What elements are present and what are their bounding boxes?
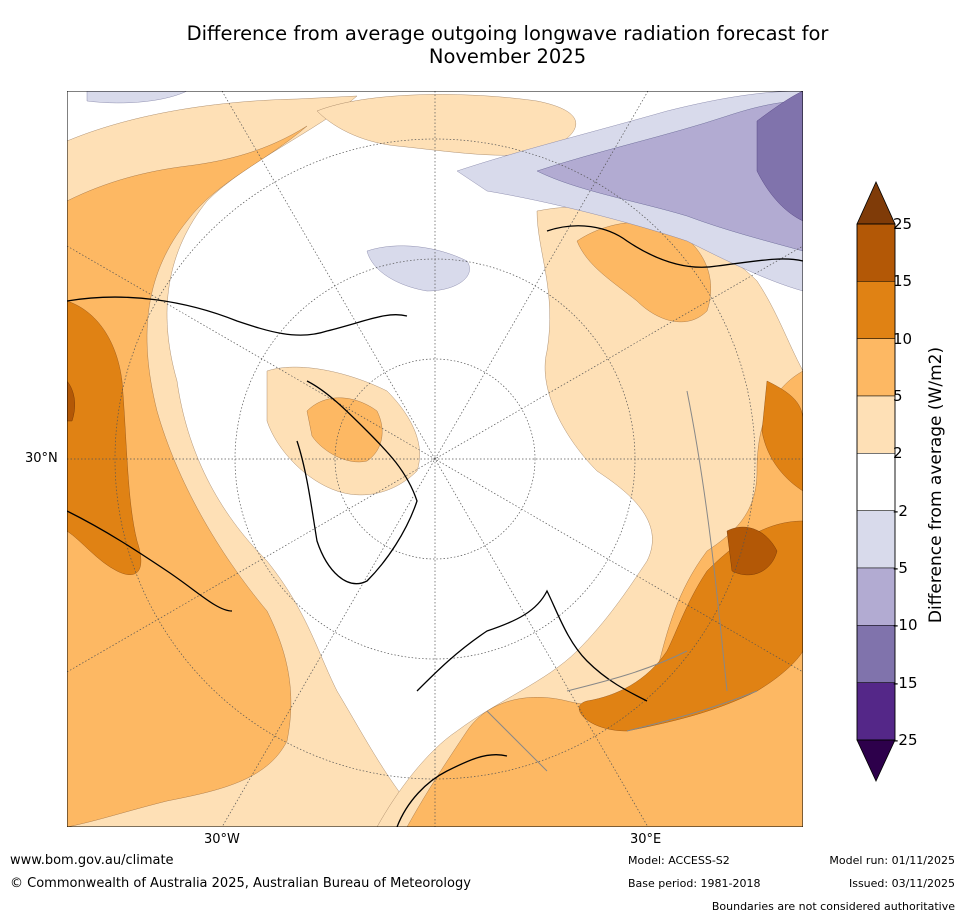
- coastlines: [67, 225, 803, 827]
- colorbar-segment: [856, 223, 896, 282]
- colorbar-segment: [856, 567, 896, 626]
- political-boundaries: [486, 390, 758, 772]
- colorbar-segment: [856, 395, 896, 454]
- olr-anomaly-map: [67, 91, 803, 827]
- colorbar-tick-label: -2: [893, 501, 908, 520]
- anomaly-contour-5-10-pacific: [67, 125, 308, 827]
- lat-label-30n: 30°N: [25, 451, 58, 466]
- colorbar-segment: [856, 453, 896, 511]
- colorbar-segment: [856, 625, 896, 683]
- colorbar-segment: [856, 281, 896, 339]
- footer-model-run: Model run: 01/11/2025: [829, 854, 955, 867]
- colorbar-top-extension: [856, 181, 896, 225]
- colorbar-tick-label: 25: [893, 215, 913, 233]
- colorbar-segment: [856, 338, 896, 397]
- chart-title: Difference from average outgoing longwav…: [0, 22, 965, 68]
- colorbar-title: Difference from average (W/m2): [926, 346, 946, 624]
- footer-issued: Issued: 03/11/2025: [848, 877, 955, 890]
- chart-title-line1: Difference from average outgoing longwav…: [186, 22, 829, 45]
- colorbar-tick-label: 15: [893, 272, 913, 291]
- lon-label-30e: 30°E: [630, 832, 662, 847]
- anomaly-contour-15-25-asia: [726, 526, 778, 576]
- colorbar-tick-label: 2: [893, 444, 903, 463]
- colorbar-tick-label: -5: [893, 559, 908, 577]
- footer-url: www.bom.gov.au/climate: [10, 853, 174, 868]
- anomaly-contour-5-10-arctic: [306, 397, 383, 463]
- footer-copyright: © Commonwealth of Australia 2025, Austra…: [10, 876, 471, 891]
- anomaly-contour-neg2-neg5-arctic: [366, 245, 470, 292]
- footer-disclaimer: Boundaries are not considered authoritat…: [711, 900, 955, 913]
- colorbar-tick-label: -10: [893, 616, 918, 635]
- anomaly-contour-10-15-pacific: [67, 300, 142, 575]
- footer-base-period: Base period: 1981-2018: [628, 877, 761, 890]
- anomaly-contour-neg5-neg10-top: [536, 100, 803, 252]
- colorbar-segment: [856, 682, 896, 741]
- colorbar-tick-label: -15: [893, 673, 918, 692]
- colorbar: [856, 181, 896, 782]
- graticule: [67, 91, 803, 827]
- colorbar-bottom-extension: [856, 739, 896, 782]
- anomaly-contour-neg2-neg5-topleft: [86, 91, 188, 104]
- colorbar-segment: [856, 510, 896, 569]
- chart-title-line2: November 2025: [428, 45, 587, 68]
- colorbar-frame: [856, 223, 896, 741]
- lon-label-30w: 30°W: [204, 832, 240, 847]
- footer-model: Model: ACCESS-S2: [628, 854, 730, 867]
- anomaly-contour-15-25-pacific: [67, 380, 75, 422]
- colorbar-tick-label: 10: [893, 329, 913, 348]
- colorbar-tick-label: 5: [893, 387, 903, 405]
- colorbar-tick-label: -25: [893, 731, 918, 749]
